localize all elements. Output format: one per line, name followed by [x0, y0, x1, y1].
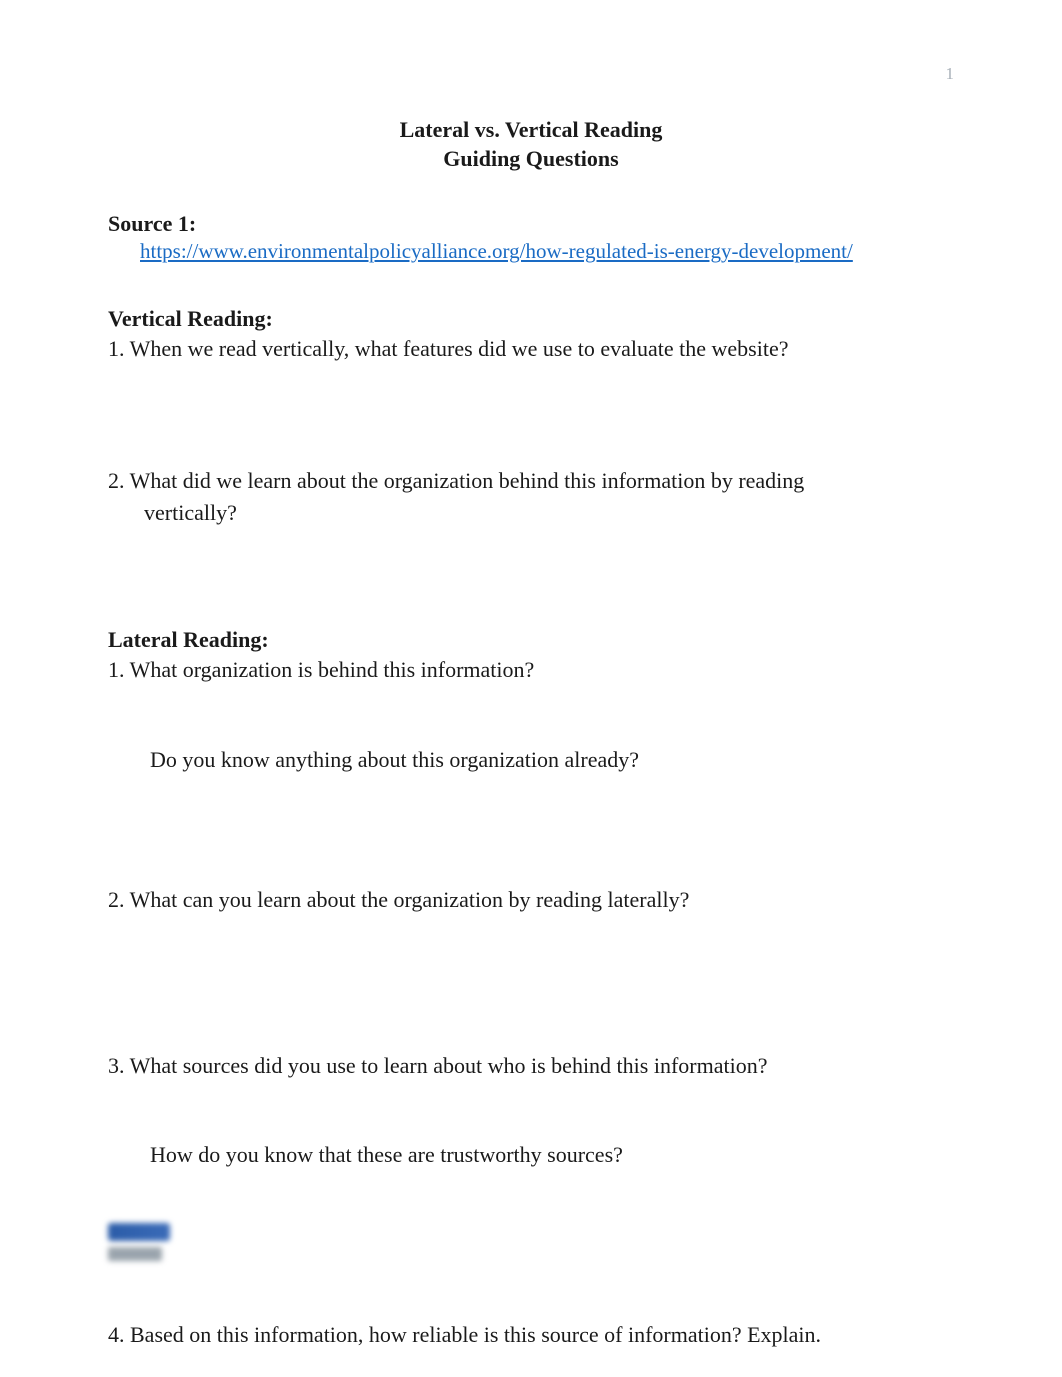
- document-title: Lateral vs. Vertical Reading Guiding Que…: [108, 116, 954, 173]
- vertical-q1: 1. When we read vertically, what feature…: [108, 334, 954, 364]
- source-url-link[interactable]: https://www.environmentalpolicyalliance.…: [140, 239, 954, 264]
- lateral-q1-sub: Do you know anything about this organiza…: [150, 747, 954, 773]
- vertical-reading-heading: Vertical Reading:: [108, 306, 954, 332]
- vertical-q2-line2: vertically?: [108, 498, 954, 528]
- footer-logo-blur: [108, 1223, 170, 1267]
- lateral-q3-sub: How do you know that these are trustwort…: [150, 1142, 954, 1168]
- lateral-q4: 4. Based on this information, how reliab…: [108, 1320, 954, 1350]
- source-section: Source 1: https://www.environmentalpolic…: [108, 211, 954, 264]
- lateral-q1: 1. What organization is behind this info…: [108, 655, 954, 685]
- lateral-reading-heading: Lateral Reading:: [108, 627, 954, 653]
- vertical-q2-line1: 2. What did we learn about the organizat…: [108, 466, 954, 496]
- title-line-1: Lateral vs. Vertical Reading: [108, 116, 954, 145]
- source-label: Source 1:: [108, 211, 954, 237]
- lateral-q2: 2. What can you learn about the organiza…: [108, 885, 954, 915]
- lateral-q3: 3. What sources did you use to learn abo…: [108, 1051, 954, 1081]
- page-number: 1: [946, 64, 955, 84]
- title-line-2: Guiding Questions: [108, 145, 954, 174]
